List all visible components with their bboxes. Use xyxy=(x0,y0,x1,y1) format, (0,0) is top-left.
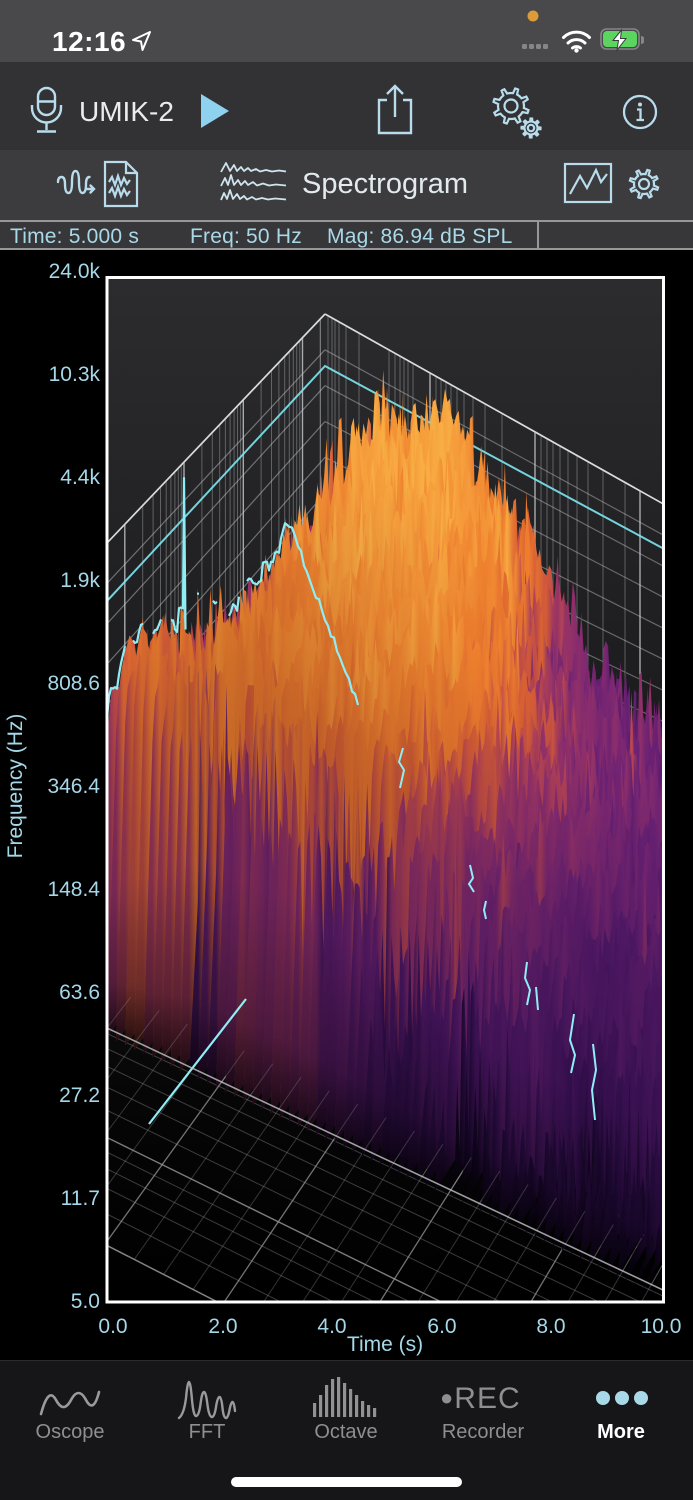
svg-text:8.0: 8.0 xyxy=(536,1315,565,1338)
svg-text:10.0: 10.0 xyxy=(641,1315,682,1338)
svg-text:148.4: 148.4 xyxy=(47,878,100,901)
svg-text:0.0: 0.0 xyxy=(98,1315,127,1338)
svg-text:6.0: 6.0 xyxy=(427,1315,456,1338)
svg-text:5.0: 5.0 xyxy=(71,1290,100,1313)
svg-text:346.4: 346.4 xyxy=(47,775,100,798)
svg-text:808.6: 808.6 xyxy=(47,672,100,695)
svg-text:4.4k: 4.4k xyxy=(60,466,100,489)
svg-text:24.0k: 24.0k xyxy=(49,260,101,283)
svg-text:2.0: 2.0 xyxy=(208,1315,237,1338)
svg-text:Frequency (Hz): Frequency (Hz) xyxy=(4,714,27,859)
svg-text:4.0: 4.0 xyxy=(317,1315,346,1338)
svg-text:1.9k: 1.9k xyxy=(60,569,100,592)
svg-text:Time (s): Time (s) xyxy=(347,1333,423,1356)
svg-text:63.6: 63.6 xyxy=(59,981,100,1004)
svg-text:27.2: 27.2 xyxy=(59,1084,100,1107)
svg-text:11.7: 11.7 xyxy=(61,1187,100,1210)
svg-text:10.3k: 10.3k xyxy=(49,363,101,386)
